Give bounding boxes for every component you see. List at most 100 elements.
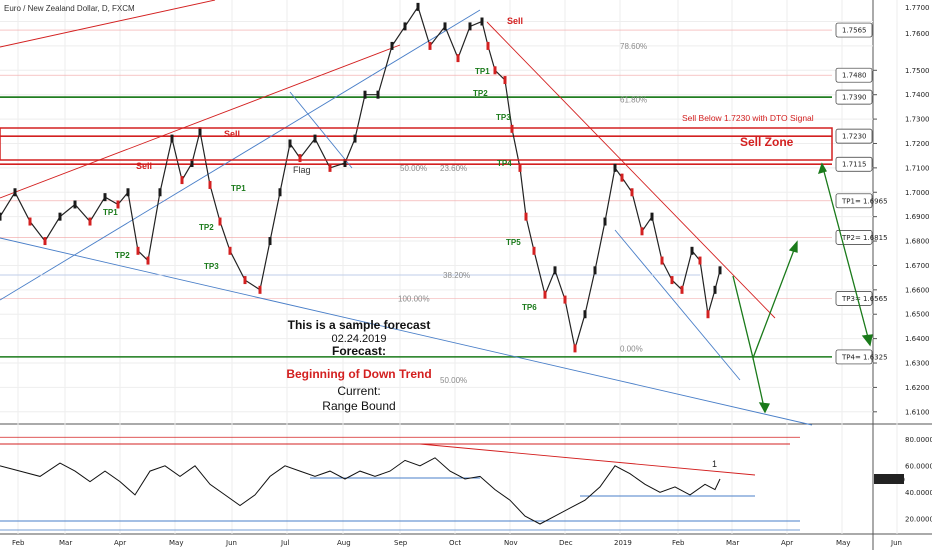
time-axis: Feb Mar Apr May Jun Jul Aug Sep Oct Nov Dec 2019 Feb… <box>12 539 902 547</box>
horizontal-levels <box>0 29 832 531</box>
sell-zone-box <box>0 127 833 161</box>
level-tag-box <box>835 291 873 306</box>
level-tag-text: TP1= 1.6965 <box>841 197 888 205</box>
price-tick-label: 1.7500 <box>905 67 930 75</box>
fib-label: 78.60% <box>620 42 647 51</box>
level-tag-text: 1.7480 <box>842 72 867 80</box>
price-candle <box>416 2 420 11</box>
price-candle <box>698 256 702 265</box>
level-tag: TP4= 1.6325 <box>835 349 888 365</box>
price-candle <box>243 276 247 285</box>
price-candle <box>158 188 162 197</box>
price-candle <box>630 188 634 197</box>
price-tick-label: 1.6600 <box>905 286 930 294</box>
price-candle <box>376 90 380 99</box>
time-tick-label: May <box>169 539 183 547</box>
trendlines <box>0 0 813 522</box>
fib-label: 50.00% <box>400 164 427 173</box>
price-candle <box>278 188 282 197</box>
price-candle <box>640 227 644 236</box>
price-tick-label: 1.7400 <box>905 91 930 99</box>
price-tick-label: 1.6100 <box>905 408 930 416</box>
trendline <box>486 21 776 319</box>
osc-tick-label: 80.0000 <box>905 436 932 444</box>
sell-signals: Sell Sell Sell <box>136 16 523 171</box>
price-candle <box>43 237 47 246</box>
price-tag-2: 1.7600 <box>905 30 930 38</box>
level-tag-text: TP2= 1.6815 <box>841 234 888 242</box>
price-tick-label: 1.7300 <box>905 116 930 124</box>
time-tick-label: Mar <box>59 539 72 547</box>
level-tag-text: TP3= 1.6565 <box>841 295 888 303</box>
time-tick-label: Apr <box>781 539 793 547</box>
price-candle <box>218 217 222 226</box>
price-candle <box>680 285 684 294</box>
price-candle <box>583 310 587 319</box>
price-candle <box>428 41 432 50</box>
price-candle <box>390 41 394 50</box>
level-tags: 1.7565 1.7480 1.7390 1.7230 1.7115 TP1= 1.696… <box>835 22 888 365</box>
tp3-marker-right: TP3 <box>496 113 511 122</box>
price-candle <box>593 266 597 275</box>
tp2-marker-right: TP2 <box>473 89 488 98</box>
price-tick-label: 1.6200 <box>905 384 930 392</box>
osc-line <box>0 457 721 525</box>
trendline <box>0 9 481 301</box>
trendline <box>614 229 741 381</box>
trendline <box>289 91 353 169</box>
level-tag: 1.7480 <box>835 67 873 83</box>
current-value: Range Bound <box>322 399 395 413</box>
forecast-value: Beginning of Down Trend <box>286 367 431 381</box>
sell-signal-3: Sell <box>507 16 523 26</box>
fibonacci-labels: 78.60% 61.80% 50.00% 23.60% 38.20% 100.00% 0.0… <box>398 42 647 385</box>
price-candle <box>353 134 357 143</box>
price-candle <box>603 217 607 226</box>
price-tick-label: 1.7000 <box>905 189 930 197</box>
tp-markers: TP1 TP2 TP1 TP2 TP3 TP1 TP2 TP3 TP4 TP5 … <box>103 67 537 312</box>
price-candle <box>228 246 232 255</box>
fib-label: 50.00% <box>440 376 467 385</box>
price-candle <box>363 90 367 99</box>
tp1-marker-right: TP1 <box>475 67 490 76</box>
price-candle <box>298 154 302 163</box>
trendline <box>419 443 756 476</box>
time-tick-label: Jun <box>890 539 902 547</box>
price-tick-label: 1.7100 <box>905 164 930 172</box>
price-candle <box>532 246 536 255</box>
price-candle <box>660 256 664 265</box>
trendline <box>0 237 261 299</box>
price-candle <box>208 180 212 189</box>
time-tick-label: Dec <box>559 539 573 547</box>
price-tick-label: 1.7200 <box>905 140 930 148</box>
price-candle <box>0 212 2 221</box>
price-candle <box>524 212 528 221</box>
time-tick-label: Feb <box>12 539 25 547</box>
time-tick-label: May <box>836 539 850 547</box>
tp2-marker-left: TP2 <box>115 251 130 260</box>
fib-label: 61.80% <box>620 96 647 105</box>
tp1-marker-left: TP1 <box>103 208 118 217</box>
tp6-marker-right: TP6 <box>522 303 537 312</box>
level-tag-box <box>835 230 873 245</box>
price-tick-label: 1.6400 <box>905 335 930 343</box>
time-tick-label: 2019 <box>614 539 632 547</box>
trendline <box>259 297 813 426</box>
forecast-date: 02.24.2019 <box>331 333 386 345</box>
grid <box>0 0 898 534</box>
price-candle <box>268 237 272 246</box>
fib-label: 100.00% <box>398 294 430 303</box>
price-candle <box>613 163 617 172</box>
price-candle <box>103 193 107 202</box>
sell-signal-1: Sell <box>136 161 152 171</box>
time-tick-label: Nov <box>504 539 518 547</box>
level-tag-text: TP4= 1.6325 <box>841 353 888 361</box>
osc-current-value: 50.0000 <box>876 476 905 484</box>
price-candle <box>553 266 557 275</box>
level-tag-box <box>835 156 873 172</box>
sell-below-note: Sell Below 1.7230 with DTO Signal <box>682 113 814 123</box>
price-candle <box>518 163 522 172</box>
tp4-marker-right: TP4 <box>497 159 512 168</box>
price-candle <box>620 173 624 182</box>
arrow-head-down <box>758 402 770 414</box>
time-tick-label: Sep <box>394 539 408 547</box>
